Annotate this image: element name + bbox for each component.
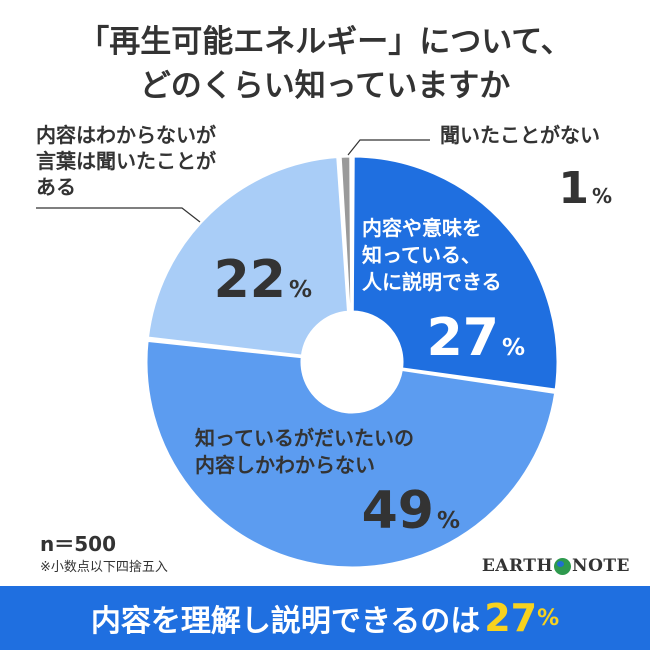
title-line-2: どのくらい知っていますか bbox=[139, 68, 511, 104]
slice-3-label-line: ある bbox=[36, 175, 76, 199]
donut-slice-4 bbox=[338, 154, 354, 314]
chart-title: 「再生可能エネルギー」について、 どのくらい知っていますか bbox=[0, 20, 650, 108]
slice-4-leader-line bbox=[347, 139, 430, 156]
slice-3-leader-line bbox=[36, 207, 201, 223]
slice-3-value: 22% bbox=[214, 250, 312, 310]
globe-icon bbox=[554, 557, 572, 575]
rounding-note: ※小数点以下四捨五入 bbox=[40, 560, 168, 575]
logo-text-left: EARTH bbox=[481, 556, 554, 576]
banner-text: 内容を理解し説明できるのは bbox=[90, 604, 481, 639]
slice-2-label-line: 知っているがだいたいの bbox=[195, 426, 414, 450]
sample-size: n＝500 bbox=[40, 532, 116, 556]
logo-text-right: NOTE bbox=[572, 556, 630, 576]
slice-3-label-line: 言葉は聞いたことが bbox=[36, 149, 216, 173]
title-line-1: 「再生可能エネルギー」について、 bbox=[78, 24, 572, 60]
donut-slice-1 bbox=[350, 154, 560, 392]
slice-4-label-line: 聞いたことがない bbox=[440, 123, 600, 147]
slice-1-label-line: 知っている、 bbox=[362, 243, 481, 267]
slice-2-value: 49% bbox=[362, 481, 460, 541]
slice-1-label-line: 人に説明できる bbox=[362, 270, 502, 294]
donut-slice-2 bbox=[144, 338, 558, 570]
slice-2-label-line: 内容しかわからない bbox=[195, 453, 375, 477]
slice-4-value: 1% bbox=[558, 163, 612, 214]
slice-1-value: 27% bbox=[427, 308, 525, 368]
slice-1-label-line: 内容や意味を bbox=[362, 216, 482, 240]
earthnote-logo: EARTH NOTE bbox=[482, 556, 630, 576]
banner-value: 27 bbox=[484, 596, 538, 640]
summary-banner: 内容を理解し説明できるのは 27 % bbox=[0, 586, 650, 650]
donut-slice-3 bbox=[145, 154, 351, 358]
slice-3-label-line: 内容はわからないが bbox=[36, 123, 216, 147]
banner-unit: % bbox=[537, 605, 560, 631]
